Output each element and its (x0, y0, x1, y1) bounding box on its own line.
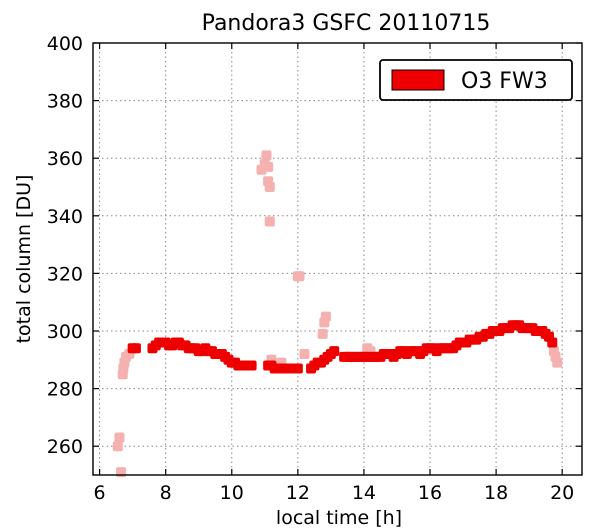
data-point (299, 349, 310, 360)
data-point (329, 346, 340, 357)
x-tick-label: 20 (550, 482, 574, 504)
series-faint (112, 150, 563, 478)
x-tick-label: 8 (160, 482, 172, 504)
legend-label: O3 FW3 (461, 69, 548, 94)
x-tick-label: 18 (484, 482, 508, 504)
x-tick-label: 6 (94, 482, 106, 504)
y-tick-label: 360 (47, 148, 83, 170)
data-point (320, 311, 331, 322)
y-tick-label: 280 (47, 379, 83, 401)
y-tick-label: 340 (47, 206, 83, 228)
data-point (264, 182, 275, 192)
data-point (317, 328, 328, 339)
data-point (114, 432, 125, 443)
data-point (112, 441, 123, 452)
plot-frame (92, 42, 583, 476)
axis-ticks: 6 8 10 12 14 16 18 20 260 280 300 320 340 360 380 400 (47, 33, 582, 504)
y-tick-label: 320 (47, 263, 83, 285)
x-tick-label: 12 (286, 482, 310, 504)
y-tick-label: 300 (47, 321, 83, 343)
y-tick-label: 380 (47, 91, 83, 113)
data-point (292, 363, 303, 374)
x-axis-label: local time [h] (276, 507, 402, 529)
data-point (261, 150, 272, 161)
data-point (294, 271, 305, 282)
data-point (264, 216, 275, 227)
y-tick-label: 260 (47, 436, 83, 458)
x-tick-label: 10 (220, 482, 244, 504)
y-axis-label: total column [DU] (13, 175, 35, 344)
series-o3-fw3 (127, 320, 558, 374)
chart-title: Pandora3 GSFC 20110715 (202, 11, 491, 36)
data-point (263, 161, 274, 172)
legend: O3 FW3 (379, 59, 573, 101)
grid (93, 42, 582, 475)
x-tick-label: 16 (418, 482, 442, 504)
data-point (552, 357, 563, 368)
y-tick-label: 400 (47, 33, 83, 55)
legend-swatch (391, 69, 445, 91)
data-point (246, 360, 257, 371)
data-points (112, 150, 563, 478)
data-point (547, 337, 558, 348)
x-tick-label: 14 (352, 482, 376, 504)
data-point (130, 343, 141, 354)
